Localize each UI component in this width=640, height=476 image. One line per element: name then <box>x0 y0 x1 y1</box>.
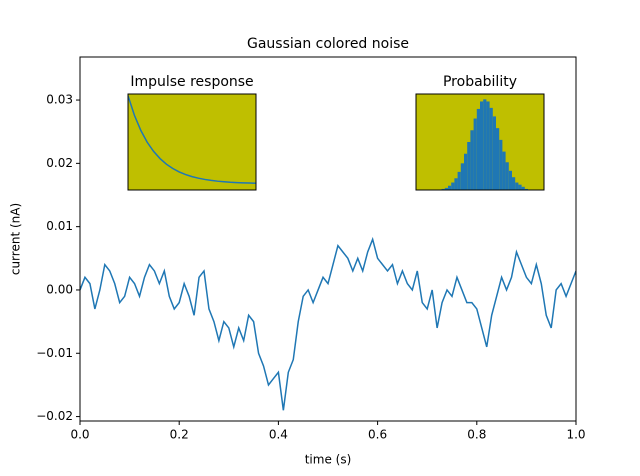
axes-title: Impulse response <box>130 74 253 90</box>
hist-bar <box>524 188 528 190</box>
axes-frame <box>415 93 545 191</box>
axes-frame <box>127 93 257 191</box>
axes-face <box>128 94 256 190</box>
y-axis-label: current (nA) <box>9 203 23 275</box>
hist-bar <box>499 139 503 190</box>
data-line <box>128 95 256 184</box>
y-tick-label: −0.02 <box>36 409 73 423</box>
hist-bar <box>486 101 490 190</box>
x-tick-label: 1.0 <box>566 428 585 442</box>
y-tick-label: 0.02 <box>46 156 73 170</box>
y-tick-label: −0.01 <box>36 346 73 360</box>
hist-bar <box>476 108 480 190</box>
hist-bar <box>515 182 519 190</box>
hist-bar <box>483 99 487 190</box>
hist-bar <box>451 182 455 190</box>
hist-bar <box>457 171 461 190</box>
hist-bar <box>464 153 468 190</box>
hist-bar <box>454 178 458 190</box>
hist-bar <box>473 118 477 190</box>
hist-bar <box>489 107 493 190</box>
data-line <box>80 236 576 411</box>
x-tick-label: 0.6 <box>368 428 387 442</box>
axes-title: Probability <box>443 74 517 90</box>
hist-bar <box>467 142 471 190</box>
hist-bar <box>496 128 500 190</box>
hist-bar <box>480 101 484 190</box>
axes-frame <box>79 56 577 422</box>
x-tick-label: 0.0 <box>70 428 89 442</box>
hist-bar <box>441 188 445 190</box>
hist-bar <box>492 116 496 190</box>
y-tick-label: 0.01 <box>46 219 73 233</box>
y-tick-label: 0.00 <box>46 282 73 296</box>
hist-bar <box>502 151 506 190</box>
hist-bar <box>444 187 448 190</box>
hist-bar <box>505 162 509 190</box>
x-tick-label: 0.2 <box>170 428 189 442</box>
hist-bar <box>448 185 452 190</box>
hist-bar <box>470 130 474 190</box>
hist-bar <box>508 170 512 190</box>
hist-bar <box>521 186 525 190</box>
hist-bar <box>460 163 464 190</box>
y-tick-label: 0.03 <box>46 93 73 107</box>
hist-bar <box>518 184 522 190</box>
x-tick-label: 0.8 <box>467 428 486 442</box>
axes-title: Gaussian colored noise <box>247 36 409 52</box>
x-axis-label: time (s) <box>305 453 352 467</box>
x-tick-label: 0.4 <box>269 428 288 442</box>
hist-bar <box>512 177 516 190</box>
